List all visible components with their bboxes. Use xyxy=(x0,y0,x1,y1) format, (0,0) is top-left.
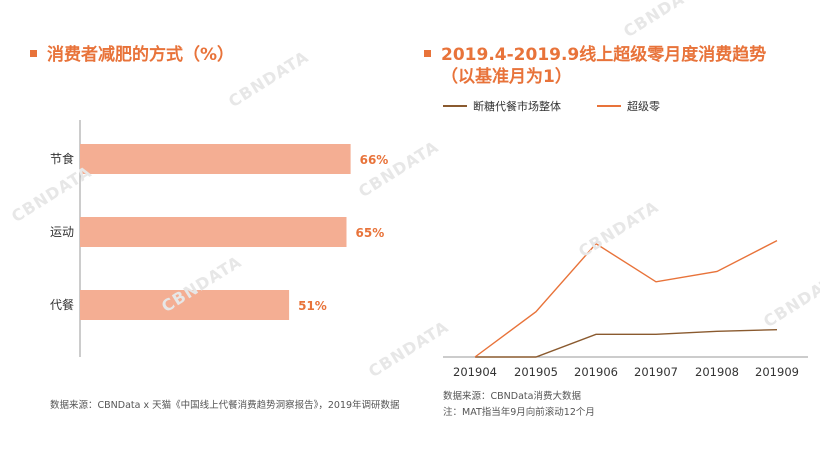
x-tick-label: 201906 xyxy=(574,365,618,379)
left-chart-title: 消费者减肥的方式（%） xyxy=(30,44,234,66)
bar-category-label: 运动 xyxy=(50,225,74,239)
legend-label: 超级零 xyxy=(627,99,660,113)
right-source-line1: 数据来源：CBNData消费大数据 xyxy=(443,391,581,402)
bar-value-label: 51% xyxy=(298,299,327,313)
right-title-line2: （以基准月为1） xyxy=(441,67,572,87)
right-source-note: 数据来源：CBNData消费大数据 注：MAT指当年9月向前滚动12个月 xyxy=(443,389,595,421)
bar xyxy=(80,217,347,247)
bar-category-label: 节食 xyxy=(50,151,74,166)
bar-value-label: 65% xyxy=(356,226,385,240)
x-tick-label: 201905 xyxy=(514,365,558,379)
x-tick-label: 201904 xyxy=(453,365,497,379)
x-tick-label: 201908 xyxy=(695,365,739,379)
series-line xyxy=(474,239,778,358)
series-line xyxy=(475,329,778,358)
bar-category-label: 代餐 xyxy=(50,297,74,312)
title-marker xyxy=(424,49,431,57)
left-source-note: 数据来源：CBNData x 天猫《中国线上代餐消费趋势洞察报告》，2019年调… xyxy=(50,400,400,411)
right-title-line1: 2019.4-2019.9线上超级零月度消费趋势 xyxy=(441,45,767,65)
right-chart-title: 2019.4-2019.9线上超级零月度消费趋势 （以基准月为1） xyxy=(424,44,766,88)
bar xyxy=(80,144,351,174)
right-source-line2: 注：MAT指当年9月向前滚动12个月 xyxy=(443,407,595,418)
left-title-text: 消费者减肥的方式（%） xyxy=(47,45,235,65)
x-tick-label: 201909 xyxy=(755,365,799,379)
bar-value-label: 66% xyxy=(360,153,389,167)
legend-label: 断糖代餐市场整体 xyxy=(473,99,561,113)
bar xyxy=(80,290,290,320)
x-tick-label: 201907 xyxy=(634,365,678,379)
title-marker xyxy=(30,49,37,57)
